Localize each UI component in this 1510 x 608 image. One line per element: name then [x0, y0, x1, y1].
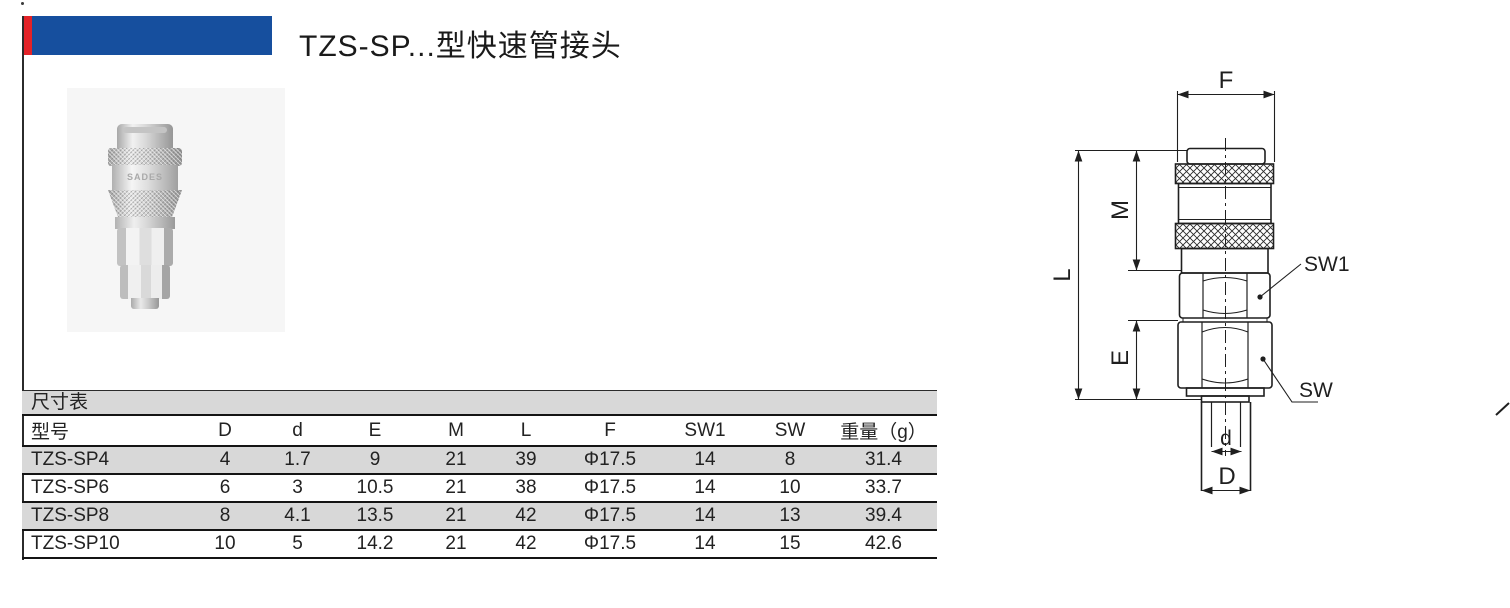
cell-value: Φ17.5 [583, 477, 637, 498]
table-header-row: 型号 D d E M L F SW1 SW 重量（g） [22, 416, 937, 447]
leader-line-SW1 [1259, 263, 1302, 298]
cell-value: 42.6 [865, 533, 902, 554]
cell-value: 38 [515, 477, 537, 498]
table-row: TZS-SP10 10 5 14.2 21 42 Φ17.5 14 15 42.… [22, 531, 937, 559]
drawing-sleeve [1177, 182, 1272, 225]
cell-value: 6 [219, 477, 231, 498]
cell-value: 13.5 [356, 505, 394, 526]
page-corner-dot [21, 2, 24, 5]
photo-brand-text: SADES [126, 172, 163, 182]
photo-knurled-ring-bottom [108, 190, 182, 218]
cell-value: 4.1 [284, 505, 311, 526]
technical-drawing: F L M E SW1 SW d D [1049, 67, 1510, 495]
col-header-L: L [520, 419, 532, 441]
cell-model: TZS-SP8 [31, 505, 110, 526]
label-E: E [1107, 350, 1134, 366]
cell-value: 8 [219, 505, 231, 526]
photo-hex-upper [117, 228, 173, 266]
label-L: L [1049, 268, 1076, 281]
cell-value: 39 [515, 449, 537, 470]
cell-value: 33.7 [865, 477, 902, 498]
cell-value: 10 [779, 477, 801, 498]
photo-tip [131, 298, 159, 309]
photo-collar [115, 217, 175, 229]
table-row: TZS-SP6 6 3 10.5 21 38 Φ17.5 14 10 33.7 [22, 475, 937, 503]
label-d: d [1220, 427, 1232, 450]
cell-value: 14.2 [356, 533, 394, 554]
col-header-model: 型号 [31, 422, 70, 443]
coupler-outline [1174, 138, 1275, 491]
header-blue-bar [32, 16, 272, 55]
col-header-E: E [368, 419, 382, 441]
cell-value: 14 [694, 477, 716, 498]
cell-value: 10.5 [356, 477, 394, 498]
label-D: D [1218, 463, 1235, 490]
cell-value: 21 [445, 533, 467, 554]
photo-hex-lower [120, 265, 170, 299]
cell-value: Φ17.5 [583, 505, 637, 526]
cell-value: 10 [214, 533, 236, 554]
cell-value: 42 [515, 505, 537, 526]
cell-value: 1.7 [284, 449, 311, 470]
page-title: TZS-SP...型快速管接头 [299, 30, 622, 63]
cell-value: 21 [445, 477, 467, 498]
col-header-SW1: SW1 [684, 419, 726, 441]
photo-sleeve: SADES [112, 165, 178, 191]
dimension-lines [1074, 90, 1510, 495]
col-header-M: M [448, 419, 464, 441]
cell-value: 5 [292, 533, 303, 554]
table-row: TZS-SP4 4 1.7 9 21 39 Φ17.5 14 8 31.4 [22, 447, 937, 475]
cell-value: Φ17.5 [583, 449, 637, 470]
cell-value: 3 [292, 477, 303, 498]
cell-value: 39.4 [865, 505, 902, 526]
cell-value: 42 [515, 533, 537, 554]
col-header-F: F [604, 419, 616, 441]
drawing-knurl-bottom [1174, 222, 1275, 250]
drawing-collar [1200, 395, 1250, 403]
dimension-table: 尺寸表 型号 D d E M L F SW1 SW 重量（g） TZS-SP4 … [22, 390, 937, 559]
drawing-hex-upper [1178, 272, 1271, 319]
label-SW1: SW1 [1304, 253, 1350, 276]
col-header-SW: SW [774, 419, 806, 441]
label-M: M [1107, 200, 1134, 220]
drawing-transition [1180, 247, 1269, 274]
cell-value: 21 [445, 505, 467, 526]
col-header-d: d [292, 419, 303, 441]
cell-model: TZS-SP6 [31, 477, 110, 498]
cell-value: 8 [784, 449, 796, 470]
col-header-weight: 重量（g） [840, 422, 927, 443]
cell-value: Φ17.5 [583, 533, 637, 554]
cell-value: 15 [779, 533, 801, 554]
label-SW: SW [1299, 379, 1333, 402]
table-row: TZS-SP8 8 4.1 13.5 21 42 Φ17.5 14 13 39.… [22, 503, 937, 531]
cell-model: TZS-SP4 [31, 449, 110, 470]
product-photo: SADES [67, 88, 285, 332]
cell-value: 14 [694, 505, 716, 526]
left-vertical-rule [22, 16, 24, 560]
table-caption: 尺寸表 [22, 390, 937, 416]
header-red-stripe [24, 16, 32, 55]
cell-value: 9 [369, 449, 381, 470]
label-F: F [1219, 67, 1234, 94]
cell-value: 14 [694, 449, 716, 470]
cell-value: 13 [779, 505, 801, 526]
cell-value: 21 [445, 449, 467, 470]
stray-edge-mark [1495, 402, 1510, 416]
cell-value: 14 [694, 533, 716, 554]
photo-knurled-ring-top [108, 148, 182, 166]
drawing-knurl-top [1174, 163, 1275, 185]
cell-value: 31.4 [865, 449, 902, 470]
col-header-D: D [218, 419, 232, 441]
photo-coupler-cap [117, 124, 173, 149]
leader-line-SW [1262, 358, 1318, 403]
cell-value: 4 [219, 449, 231, 470]
cell-model: TZS-SP10 [31, 533, 120, 554]
dimension-labels: F L M E SW1 SW d D [1049, 67, 1350, 490]
